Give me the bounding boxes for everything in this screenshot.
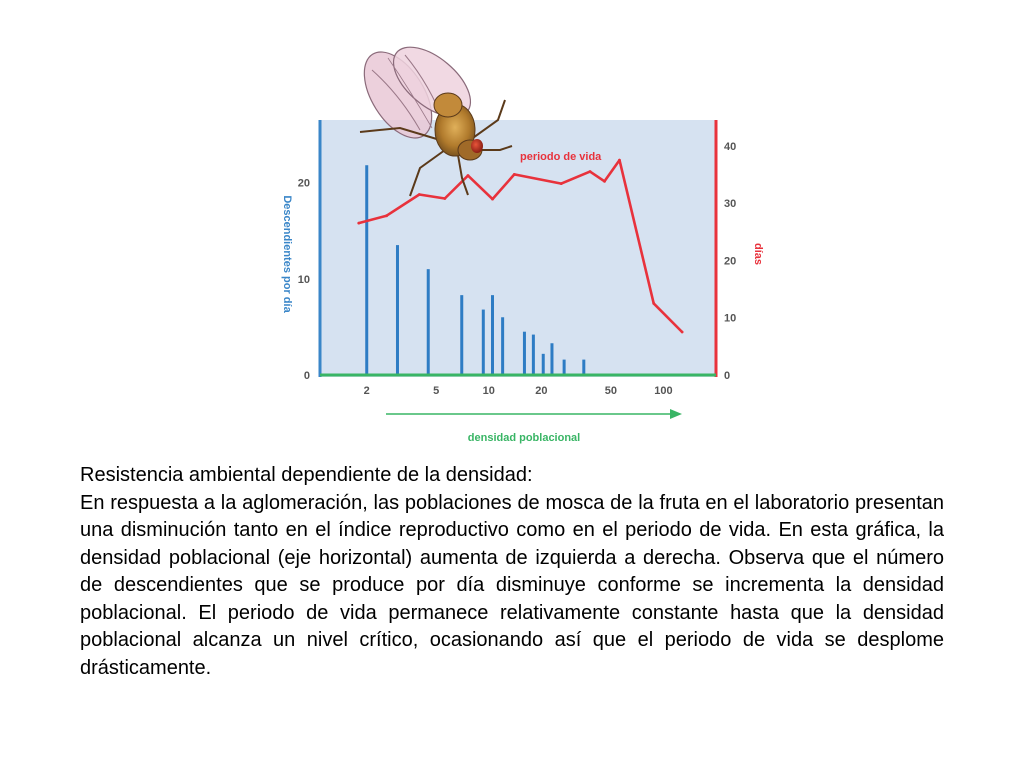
offspring-bar [426, 269, 430, 375]
offspring-bars [365, 165, 586, 375]
lifespan-point [466, 174, 470, 177]
right-tick-label: 20 [724, 255, 736, 267]
offspring-bar [460, 295, 464, 375]
offspring-bar [562, 359, 566, 375]
offspring-bar [501, 317, 505, 375]
x-tick-label: 100 [654, 385, 672, 397]
offspring-bar [582, 359, 586, 375]
offspring-bar [550, 343, 554, 375]
caption-title: Resistencia ambiental dependiente de la … [80, 464, 533, 486]
caption: Resistencia ambiental dependiente de la … [80, 462, 944, 682]
x-axis-title: densidad poblacional [468, 432, 580, 444]
offspring-bar [531, 334, 535, 375]
caption-body: En respuesta a la aglomeración, las pobl… [80, 491, 944, 679]
offspring-bar [490, 295, 494, 375]
fruit-fly-icon [359, 46, 513, 197]
left-tick-label: 20 [298, 178, 310, 190]
right-axis: 0 10 20 30 40 [714, 120, 736, 382]
right-tick-label: 0 [724, 370, 730, 382]
lifespan-point [443, 197, 447, 200]
right-tick-label: 30 [724, 198, 736, 210]
offspring-bar [541, 353, 545, 375]
x-tick-label: 50 [605, 385, 617, 397]
plot-background [320, 120, 716, 377]
x-axis: 2 5 10 20 50 100 [320, 373, 716, 397]
offspring-bar [365, 165, 369, 375]
lifespan-series-label: periodo de vida [520, 151, 602, 163]
density-arrow [386, 409, 682, 419]
lifespan-point [603, 179, 606, 183]
left-axis: 0 10 20 [298, 120, 322, 382]
lifespan-point [491, 197, 494, 201]
lifespan-point [357, 221, 361, 225]
x-tick-label: 2 [364, 385, 370, 397]
lifespan-line [357, 158, 684, 334]
lifespan-point [588, 170, 592, 173]
left-tick-label: 0 [304, 370, 310, 382]
x-tick-label: 20 [535, 385, 547, 397]
lifespan-point [417, 193, 421, 196]
left-tick-label: 10 [298, 274, 310, 286]
lifespan-point [385, 214, 389, 218]
right-tick-label: 40 [724, 141, 736, 153]
offspring-bar [481, 309, 485, 375]
right-tick-label: 10 [724, 313, 736, 325]
offspring-bar [395, 245, 399, 375]
lifespan-point [512, 173, 516, 176]
x-tick-label: 5 [433, 385, 439, 397]
lifespan-point [652, 301, 656, 305]
x-tick-label: 10 [483, 385, 495, 397]
offspring-bar [522, 331, 526, 375]
lifespan-point [559, 182, 563, 186]
lifespan-point [618, 158, 621, 162]
right-axis-title: días [752, 243, 764, 265]
left-axis-title: Descendientes por día [281, 195, 293, 313]
lifespan-point [680, 330, 684, 334]
